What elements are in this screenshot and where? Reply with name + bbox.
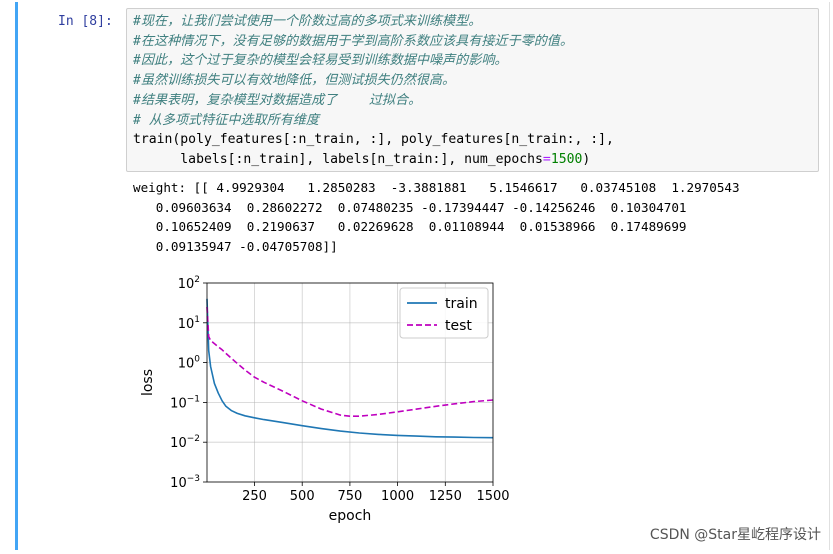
x-tick-label: 1000 [381,489,414,504]
x-tick-label: 250 [242,489,267,504]
code-comment-line: #虽然训练损失可以有效地降低，但测试损失仍然很高。 [133,73,456,89]
cell-output-text: weight: [[ 4.9929304 1.2850283 -3.388188… [133,178,740,256]
code-comment-line: #结果表明，复杂模型对数据造成了 过拟合。 [133,92,422,108]
code-line: labels[:n_train], labels[n_train:], num_… [133,151,543,167]
code-closing-paren: ) [582,151,591,167]
x-axis-label: epoch [329,508,372,524]
x-tick-label: 1500 [476,489,509,504]
output-line: weight: [[ 4.9929304 1.2850283 -3.388188… [133,180,740,195]
legend-label-train: train [445,296,478,312]
code-comment-line: #现在，让我们尝试使用一个阶数过高的多项式来训练模型。 [133,14,482,29]
y-tick-label: 100 [178,355,201,372]
x-tick-label: 750 [337,489,362,504]
code-number: 1500 [550,151,583,167]
cell-selection-border [15,2,830,550]
loss-chart: 250 500 750 1000 1250 1500 10−3 10−2 10−1 100 101 1… [140,275,510,524]
code-input-area[interactable] [126,8,819,172]
output-line: 0.10652409 0.2190637 0.02269628 0.011089… [133,219,687,234]
output-line: 0.09603634 0.28602272 0.07480235 -0.1739… [133,199,687,215]
y-tick-label: 10−3 [170,474,200,491]
code-comment-line: #因此，这个过于复杂的模型会轻易受到训练数据中噪声的影响。 [133,53,508,69]
code-operator: = [542,151,551,167]
watermark: CSDN @Star星屹程序设计 [649,527,821,543]
x-tick-label: 1250 [429,489,462,504]
code-comment-line: # 从多项式特征中选取所有维度 [133,112,319,128]
y-tick-label: 101 [178,315,200,332]
y-tick-label: 10−1 [170,394,200,411]
x-tick-label: 500 [290,489,315,504]
y-tick-label: 102 [178,275,200,292]
y-tick-label: 10−2 [170,434,200,451]
series-line-train [206,298,494,439]
code-comment-line: #在这种情况下，没有足够的数据用于学到高阶系数应该具有接近于零的值。 [133,33,573,49]
y-axis-label: loss [140,369,156,396]
code-editor[interactable]: #现在，让我们尝试使用一个阶数过高的多项式来训练模型。 #在这种情况下，没有足够… [133,12,614,170]
series-line-test [206,306,494,417]
legend-label-test: test [445,318,472,334]
input-prompt: In [8]: [58,14,113,29]
output-line: 0.09135947 -0.04705708]] [133,238,338,254]
code-line: train(poly_features[:n_train, :], poly_f… [133,132,614,148]
